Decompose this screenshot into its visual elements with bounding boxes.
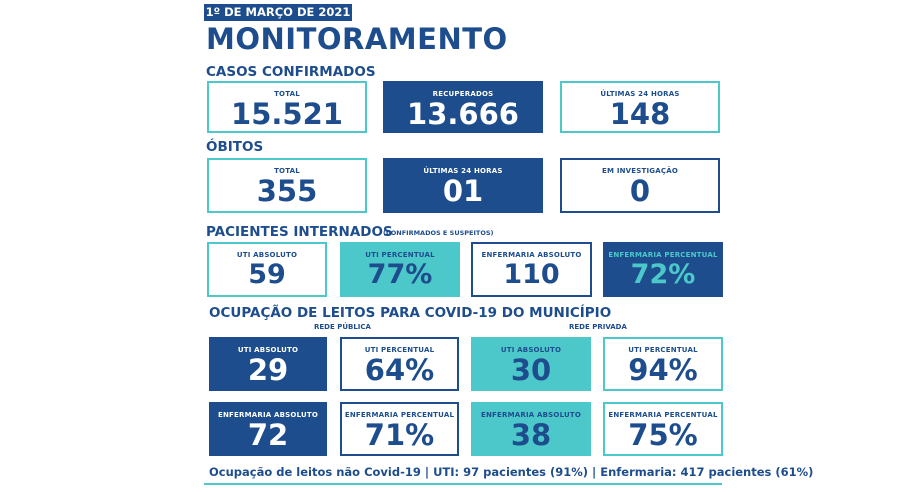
internados-uti-pct-value: 77% <box>367 259 433 290</box>
publica-uti-pct-card: UTI PERCENTUAL 64% <box>340 337 459 391</box>
obitos-total-card: TOTAL 355 <box>207 158 367 213</box>
casos-24h-card: ÚLTIMAS 24 HORAS 148 <box>560 81 720 133</box>
publica-uti-pct-label: UTI PERCENTUAL <box>364 346 435 354</box>
footer-divider <box>204 483 722 485</box>
internados-heading: PACIENTES INTERNADOS <box>206 224 393 240</box>
internados-enf-abs-value: 110 <box>503 259 560 290</box>
casos-recuperados-label: RECUPERADOS <box>432 90 494 98</box>
publica-enf-abs-value: 72 <box>247 418 289 452</box>
casos-recuperados-card: RECUPERADOS 13.666 <box>383 81 543 133</box>
privada-uti-abs-card: UTI ABSOLUTO 30 <box>471 337 591 391</box>
casos-total-label: TOTAL <box>274 90 300 98</box>
privada-uti-abs-label: UTI ABSOLUTO <box>500 346 562 354</box>
date-banner: 1º DE MARÇO DE 2021 <box>204 4 352 21</box>
casos-24h-value: 148 <box>609 97 671 131</box>
casos-recuperados-value: 13.666 <box>407 97 519 131</box>
internados-uti-pct-label: UTI PERCENTUAL <box>365 251 435 259</box>
internados-enf-abs-card: ENFERMARIA ABSOLUTO 110 <box>471 242 592 297</box>
page-title: MONITORAMENTO <box>206 22 508 56</box>
casos-24h-label: ÚLTIMAS 24 HORAS <box>600 90 680 98</box>
privada-uti-pct-value: 94% <box>628 353 698 387</box>
internados-enf-pct-card: ENFERMARIA PERCENTUAL 72% <box>603 242 723 297</box>
publica-uti-abs-label: UTI ABSOLUTO <box>237 346 299 354</box>
publica-uti-pct-value: 64% <box>364 353 435 387</box>
privada-enf-abs-label: ENFERMARIA ABSOLUTO <box>481 411 581 419</box>
obitos-investigacao-value: 0 <box>629 174 651 208</box>
publica-enf-pct-label: ENFERMARIA PERCENTUAL <box>344 411 455 419</box>
publica-enf-pct-card: ENFERMARIA PERCENTUAL 71% <box>340 402 459 456</box>
casos-heading: CASOS CONFIRMADOS <box>206 64 376 80</box>
privada-enf-pct-label: ENFERMARIA PERCENTUAL <box>608 411 718 419</box>
internados-uti-abs-card: UTI ABSOLUTO 59 <box>207 242 327 297</box>
internados-enf-abs-label: ENFERMARIA ABSOLUTO <box>481 251 582 259</box>
ocupacao-heading: OCUPAÇÃO DE LEITOS PARA COVID-19 DO MUNI… <box>209 305 612 321</box>
privada-uti-abs-value: 30 <box>510 353 552 387</box>
internados-uti-pct-card: UTI PERCENTUAL 77% <box>340 242 460 297</box>
publica-uti-abs-value: 29 <box>247 353 289 387</box>
privada-uti-pct-label: UTI PERCENTUAL <box>628 346 698 354</box>
privada-enf-abs-value: 38 <box>510 418 552 452</box>
privada-uti-pct-card: UTI PERCENTUAL 94% <box>603 337 723 391</box>
rede-privada-label: REDE PRIVADA <box>569 323 627 331</box>
obitos-heading: ÓBITOS <box>206 139 264 155</box>
internados-note: (CONFIRMADOS E SUSPEITOS) <box>383 229 494 237</box>
obitos-total-value: 355 <box>256 174 318 208</box>
internados-uti-abs-label: UTI ABSOLUTO <box>236 251 298 259</box>
publica-enf-abs-label: ENFERMARIA ABSOLUTO <box>218 411 318 419</box>
casos-total-value: 15.521 <box>231 97 343 131</box>
obitos-24h-label: ÚLTIMAS 24 HORAS <box>423 167 503 175</box>
obitos-24h-value: 01 <box>442 174 484 208</box>
obitos-24h-card: ÚLTIMAS 24 HORAS 01 <box>383 158 543 213</box>
privada-enf-pct-card: ENFERMARIA PERCENTUAL 75% <box>603 402 723 456</box>
privada-enf-pct-value: 75% <box>628 418 698 452</box>
obitos-total-label: TOTAL <box>274 167 300 175</box>
publica-uti-abs-card: UTI ABSOLUTO 29 <box>209 337 327 391</box>
internados-uti-abs-value: 59 <box>248 259 286 290</box>
casos-total-card: TOTAL 15.521 <box>207 81 367 133</box>
publica-enf-pct-value: 71% <box>364 418 435 452</box>
obitos-investigacao-label: EM INVESTIGAÇÃO <box>602 167 678 175</box>
obitos-investigacao-card: EM INVESTIGAÇÃO 0 <box>560 158 720 213</box>
footer-note: Ocupação de leitos não Covid-19 | UTI: 9… <box>209 465 814 479</box>
rede-publica-label: REDE PÚBLICA <box>314 323 371 331</box>
privada-enf-abs-card: ENFERMARIA ABSOLUTO 38 <box>471 402 591 456</box>
internados-enf-pct-value: 72% <box>630 259 696 290</box>
internados-enf-pct-label: ENFERMARIA PERCENTUAL <box>608 251 718 259</box>
publica-enf-abs-card: ENFERMARIA ABSOLUTO 72 <box>209 402 327 456</box>
